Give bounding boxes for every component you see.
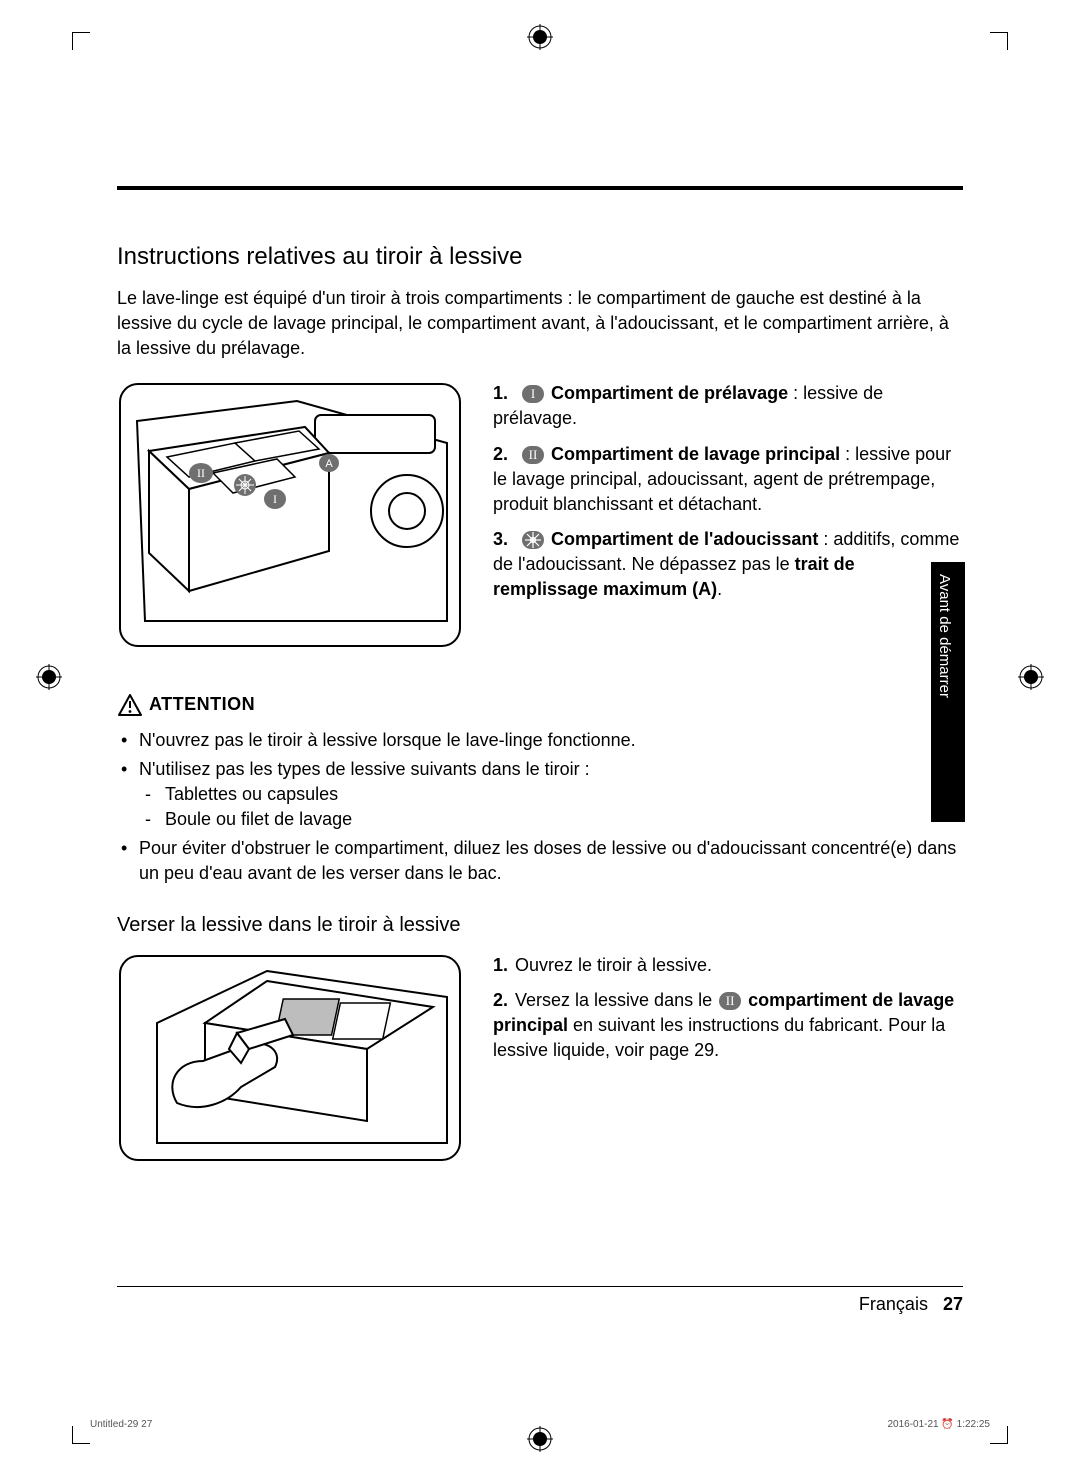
compartment-item-1: 1. I Compartiment de prélavage : lessive… <box>493 381 963 431</box>
roman-one-icon: I <box>522 385 544 403</box>
list-number: 1. <box>493 381 515 406</box>
crop-mark-bl <box>72 1426 90 1444</box>
drawer-diagram: II I A <box>117 381 463 656</box>
dash-item: Tablettes ou capsules <box>165 782 963 807</box>
registration-mark-top <box>527 24 553 50</box>
attention-label: ATTENTION <box>149 692 255 717</box>
footer-language: Français <box>859 1294 928 1314</box>
compartment-label: Compartiment de lavage principal <box>551 444 840 464</box>
svg-text:II: II <box>197 466 205 480</box>
compartment-label: Compartiment de prélavage <box>551 383 788 403</box>
bullet-item: N'ouvrez pas le tiroir à lessive lorsque… <box>139 728 963 753</box>
bullet-item: N'utilisez pas les types de lessive suiv… <box>139 757 963 833</box>
top-rule <box>117 186 963 190</box>
compartment-list: 1. I Compartiment de prélavage : lessive… <box>493 381 963 656</box>
page-content: Instructions relatives au tiroir à lessi… <box>117 86 963 1391</box>
step-item-1: 1.Ouvrez le tiroir à lessive. <box>493 953 963 978</box>
compartment-item-2: 2. II Compartiment de lavage principal :… <box>493 442 963 518</box>
page-footer: Français 27 <box>859 1292 963 1317</box>
bullet-item: Pour éviter d'obstruer le compartiment, … <box>139 836 963 886</box>
compartment-item-3: 3. Compartiment de l'adoucissant : addit… <box>493 527 963 603</box>
compartment-label: Compartiment de l'adoucissant <box>551 529 818 549</box>
roman-two-icon: II <box>522 446 544 464</box>
side-tab-label: Avant de démarrer <box>934 574 955 814</box>
bottom-rule <box>117 1286 963 1287</box>
registration-mark-left <box>36 664 62 690</box>
attention-triangle-icon <box>117 693 143 717</box>
crop-mark-br <box>990 1426 1008 1444</box>
intro-paragraph: Le lave-linge est équipé d'un tiroir à t… <box>117 286 963 362</box>
page-number: 27 <box>943 1294 963 1314</box>
registration-mark-bottom <box>527 1426 553 1452</box>
pour-diagram <box>117 953 463 1170</box>
registration-mark-right <box>1018 664 1044 690</box>
print-footer-right: 2016-01-21 ⏰ 1:22:25 <box>887 1418 990 1432</box>
subsection-heading: Verser la lessive dans le tiroir à lessi… <box>117 911 963 939</box>
crop-mark-tr <box>990 32 1008 50</box>
section-side-tab: Avant de démarrer <box>931 562 965 822</box>
print-footer-left: Untitled-29 27 <box>90 1418 152 1432</box>
steps-list: 1.Ouvrez le tiroir à lessive. 2.Versez l… <box>493 953 963 1170</box>
step-item-2: 2.Versez la lessive dans le II compartim… <box>493 988 963 1064</box>
svg-text:I: I <box>273 492 277 506</box>
dash-item: Boule ou filet de lavage <box>165 807 963 832</box>
attention-list: N'ouvrez pas le tiroir à lessive lorsque… <box>117 728 963 887</box>
step-pre: Versez la lessive dans le <box>515 990 717 1010</box>
bullet-text: N'utilisez pas les types de lessive suiv… <box>139 759 590 779</box>
list-number: 2. <box>493 988 515 1013</box>
softener-flower-icon <box>522 531 544 549</box>
list-number: 1. <box>493 953 515 978</box>
roman-two-icon: II <box>719 992 741 1010</box>
list-number: 2. <box>493 442 515 467</box>
crop-mark-tl <box>72 32 90 50</box>
svg-text:A: A <box>325 458 333 470</box>
step-text: Ouvrez le tiroir à lessive. <box>515 955 712 975</box>
section-heading: Instructions relatives au tiroir à lessi… <box>117 240 963 274</box>
tail-period: . <box>717 579 722 599</box>
list-number: 3. <box>493 527 515 552</box>
